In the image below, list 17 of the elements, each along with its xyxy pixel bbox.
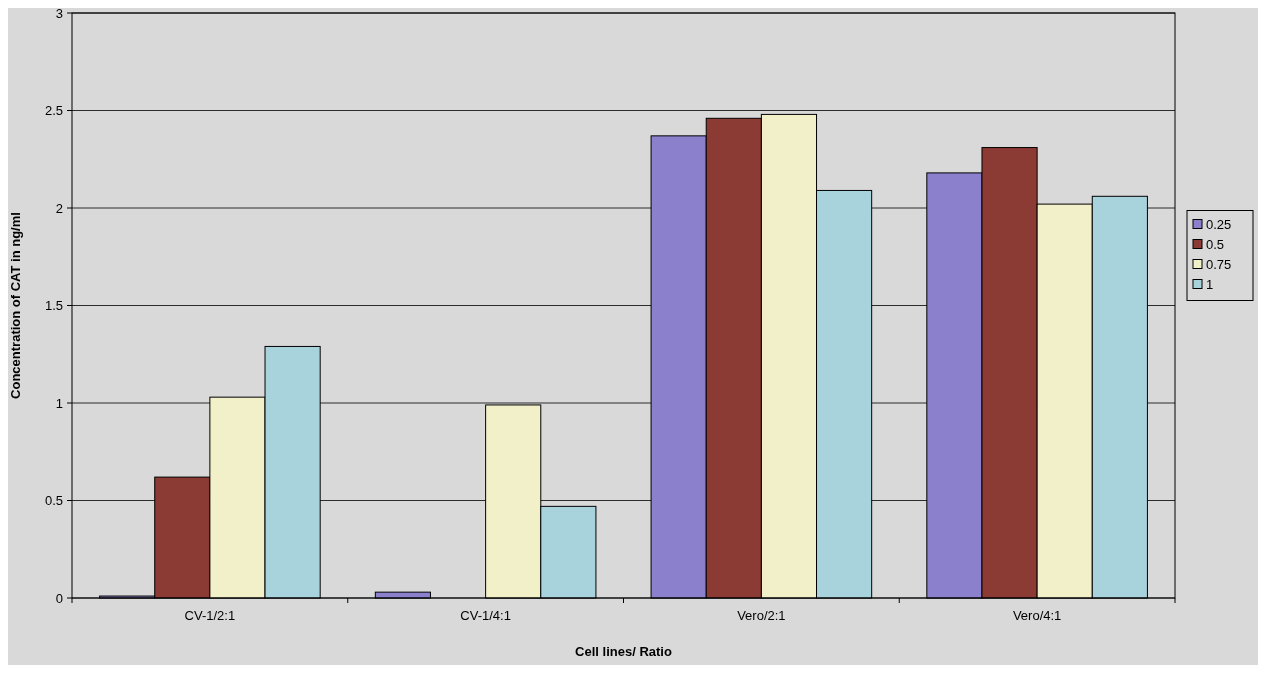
legend-label: 1 xyxy=(1206,277,1214,293)
y-axis-title: Concentration of CAT in ng/ml xyxy=(8,212,23,399)
y-tick-label: 1.5 xyxy=(44,298,63,314)
legend-label: 0.75 xyxy=(1206,257,1232,273)
y-tick-label: 0.5 xyxy=(44,493,63,509)
legend-label: 0.5 xyxy=(1206,237,1225,253)
y-tick-label: 3 xyxy=(55,5,63,21)
x-tick-label: Vero/4:1 xyxy=(1012,608,1062,623)
x-tick-label: CV-1/4:1 xyxy=(460,608,511,623)
legend-label: 0.25 xyxy=(1206,217,1232,233)
y-tick-label: 1 xyxy=(55,395,63,411)
y-tick-label: 2 xyxy=(55,200,63,216)
y-tick-label: 0 xyxy=(55,590,63,606)
x-tick-label: CV-1/2:1 xyxy=(184,608,236,623)
x-axis-title: Cell lines/ Ratio xyxy=(575,644,672,659)
y-tick-label: 2.5 xyxy=(44,103,63,119)
x-tick-label: Vero/2:1 xyxy=(737,608,786,623)
